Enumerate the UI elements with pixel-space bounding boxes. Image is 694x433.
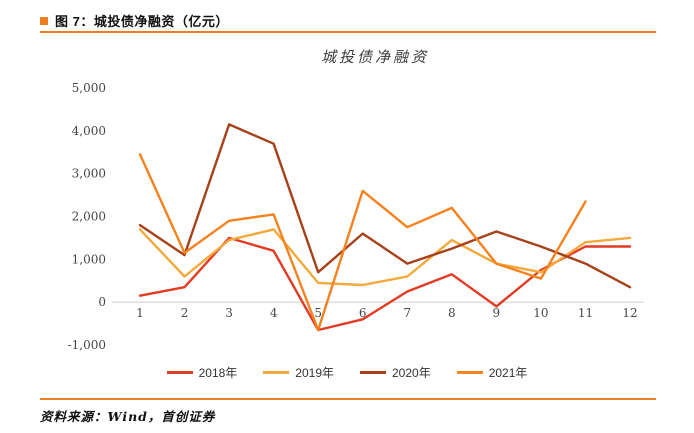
legend-item: 2019年 (263, 364, 334, 381)
x-tick-label: 3 (225, 306, 233, 320)
x-tick-label: 11 (578, 306, 593, 320)
x-tick-label: 5 (314, 306, 322, 320)
series-line-2019年 (138, 228, 632, 287)
figure-header: 图 7：城投债净融资（亿元） (40, 11, 229, 30)
legend-label: 2020年 (392, 366, 431, 380)
legend-label: 2019年 (295, 366, 334, 380)
x-tick-label: 12 (622, 306, 637, 320)
x-tick-label: 6 (359, 306, 367, 320)
top-divider (40, 31, 656, 33)
bottom-divider (40, 398, 656, 400)
chart-title: 城投债净融资 (320, 48, 429, 66)
source-note: 资料来源：Wind，首创证券 (40, 409, 216, 424)
legend-line-swatch (456, 371, 483, 374)
x-tick-label: 8 (448, 306, 456, 320)
series-line-2021年 (138, 153, 587, 332)
x-tick-label: 1 (136, 306, 144, 320)
chart-legend: 2018年 2019年 2020年 2021年 (0, 364, 694, 381)
legend-label: 2021年 (488, 366, 528, 380)
legend-item: 2020年 (360, 364, 431, 381)
y-tick-label: -1,000 (68, 338, 106, 352)
x-tick-label: 2 (181, 306, 189, 320)
y-tick-label: 0 (98, 295, 106, 309)
series-line-2020年 (138, 123, 632, 289)
legend-label: 2018年 (198, 366, 238, 380)
y-tick-label: 1,000 (72, 252, 106, 266)
legend-item: 2021年 (456, 364, 528, 381)
legend-line-swatch (360, 371, 386, 374)
x-tick-label: 4 (270, 306, 278, 320)
legend-line-swatch (263, 371, 290, 374)
x-tick-label: 10 (533, 306, 548, 320)
figure-bullet-icon (40, 16, 48, 25)
y-tick-label: 2,000 (72, 210, 106, 224)
y-tick-label: 5,000 (72, 81, 106, 95)
y-tick-label: 3,000 (72, 167, 106, 181)
legend-item: 2018年 (166, 364, 238, 381)
legend-line-swatch (166, 371, 193, 374)
y-tick-label: 4,000 (72, 124, 106, 138)
figure-title: 图 7：城投债净融资（亿元） (55, 14, 229, 29)
x-tick-label: 7 (403, 306, 411, 320)
x-tick-label: 9 (493, 306, 501, 320)
